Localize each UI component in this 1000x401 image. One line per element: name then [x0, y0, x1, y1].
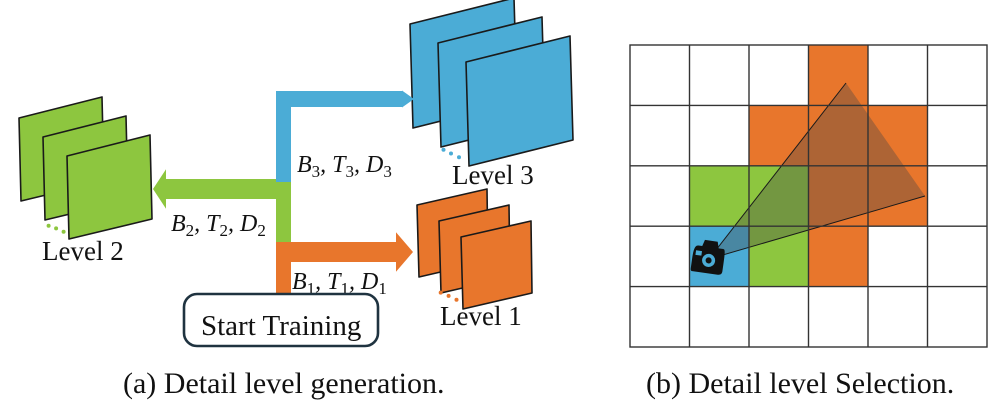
svg-text:(b) Detail level Selection.: (b) Detail level Selection. [646, 367, 954, 400]
svg-text:Level 3: Level 3 [452, 160, 534, 190]
svg-text:Start Training: Start Training [201, 310, 361, 342]
svg-text:Level 1: Level 1 [440, 301, 522, 331]
svg-text:Level 2: Level 2 [42, 236, 124, 266]
svg-text:B2, T2, D2: B2, T2, D2 [171, 211, 266, 240]
svg-text:B3, T3, D3: B3, T3, D3 [297, 152, 392, 181]
svg-text:(a) Detail level generation.: (a) Detail level generation. [123, 367, 445, 400]
